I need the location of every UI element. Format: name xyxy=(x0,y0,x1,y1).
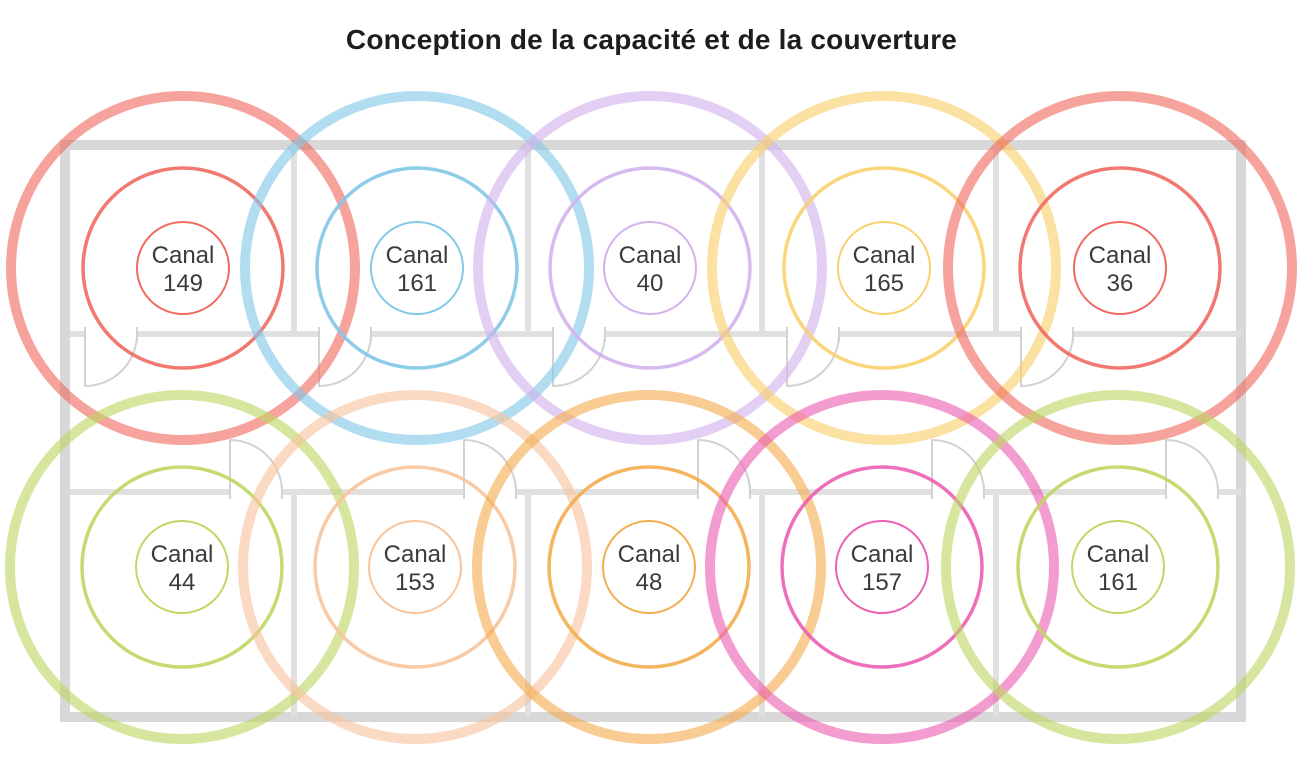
access-point-label: Canal 44 xyxy=(151,541,214,596)
coverage-ring-middle xyxy=(80,465,284,669)
coverage-ring-middle xyxy=(1018,166,1222,370)
access-point-canal-149: Canal 149 xyxy=(6,91,360,445)
coverage-ring-inner xyxy=(370,221,464,315)
coverage-ring-middle xyxy=(548,166,752,370)
coverage-ring-middle xyxy=(780,465,984,669)
access-point-canal-36: Canal 36 xyxy=(943,91,1297,445)
access-point-canal-157: Canal 157 xyxy=(705,390,1059,744)
figure-title: Conception de la capacité et de la couve… xyxy=(345,24,958,55)
coverage-circles: Canal 149 Canal 161 Canal 40 Canal 165 Canal 36 Ca… xyxy=(5,91,1297,744)
coverage-ring-outer xyxy=(707,91,1061,445)
outer-wall xyxy=(60,140,1246,722)
access-point-canal-44: Canal 44 xyxy=(5,390,359,744)
access-point-label: Canal 161 xyxy=(386,242,449,297)
access-point-canal-165: Canal 165 xyxy=(707,91,1061,445)
access-point-canal-161: Canal 161 xyxy=(941,390,1295,744)
door-swings-top xyxy=(84,333,1074,388)
door-swings-bottom xyxy=(229,438,1219,493)
coverage-ring-inner xyxy=(1073,221,1167,315)
coverage-ring-middle xyxy=(547,465,751,669)
access-point-label: Canal 153 xyxy=(384,541,447,596)
access-point-label: Canal 40 xyxy=(619,242,682,297)
room-divider-walls xyxy=(291,145,999,717)
access-point-label: Canal 165 xyxy=(853,242,916,297)
access-point-label: Canal 48 xyxy=(618,541,681,596)
coverage-ring-middle xyxy=(81,166,285,370)
access-point-canal-153: Canal 153 xyxy=(238,390,592,744)
floor-plan xyxy=(60,140,1246,722)
coverage-ring-middle xyxy=(1016,465,1220,669)
coverage-ring-outer xyxy=(240,91,594,445)
access-point-label: Canal 157 xyxy=(851,541,914,596)
coverage-ring-inner xyxy=(136,221,230,315)
access-point-canal-48: Canal 48 xyxy=(472,390,826,744)
coverage-ring-inner xyxy=(368,520,462,614)
coverage-ring-outer xyxy=(6,91,360,445)
coverage-ring-outer xyxy=(943,91,1297,445)
coverage-ring-middle xyxy=(782,166,986,370)
access-point-label: Canal 36 xyxy=(1089,242,1152,297)
access-point-canal-40: Canal 40 xyxy=(473,91,827,445)
coverage-ring-outer xyxy=(238,390,592,744)
coverage-ring-inner xyxy=(135,520,229,614)
coverage-ring-outer xyxy=(472,390,826,744)
coverage-ring-inner xyxy=(602,520,696,614)
coverage-ring-inner xyxy=(1071,520,1165,614)
access-point-label: Canal 161 xyxy=(1087,541,1150,596)
coverage-ring-middle xyxy=(315,166,519,370)
coverage-ring-outer xyxy=(705,390,1059,744)
coverage-ring-middle xyxy=(313,465,517,669)
coverage-ring-inner xyxy=(603,221,697,315)
coverage-ring-inner xyxy=(837,221,931,315)
access-point-label: Canal 149 xyxy=(152,242,215,297)
access-point-canal-161: Canal 161 xyxy=(240,91,594,445)
coverage-ring-outer xyxy=(941,390,1295,744)
coverage-ring-inner xyxy=(835,520,929,614)
coverage-ring-outer xyxy=(5,390,359,744)
coverage-ring-outer xyxy=(473,91,827,445)
